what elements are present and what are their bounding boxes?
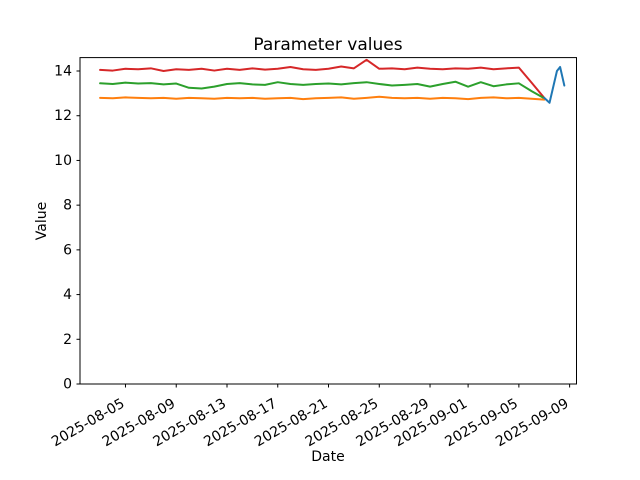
line-series-blue — [543, 65, 566, 104]
y-tick-label: 4 — [63, 287, 72, 303]
y-tick-label: 8 — [63, 198, 72, 214]
y-axis-ticks: 0 2 4 6 8 10 12 14 — [54, 64, 80, 393]
plot-border — [79, 57, 577, 385]
x-axis-label: Date — [311, 449, 344, 465]
line-series-orange — [99, 95, 546, 101]
series-group — [99, 58, 566, 104]
y-tick-label: 12 — [54, 108, 72, 124]
y-tick-label: 10 — [54, 153, 72, 169]
line-series-red — [99, 58, 546, 99]
y-tick-label: 0 — [63, 377, 72, 393]
y-tick-label: 6 — [63, 242, 72, 258]
y-axis-label: Value — [34, 202, 50, 240]
x-axis-ticks: 2025-08-052025-08-092025-08-132025-08-17… — [49, 384, 572, 450]
y-tick-label: 2 — [63, 332, 72, 348]
line-series-green — [99, 80, 546, 100]
chart-title: Parameter values — [253, 35, 402, 55]
y-tick-label: 14 — [54, 64, 72, 80]
